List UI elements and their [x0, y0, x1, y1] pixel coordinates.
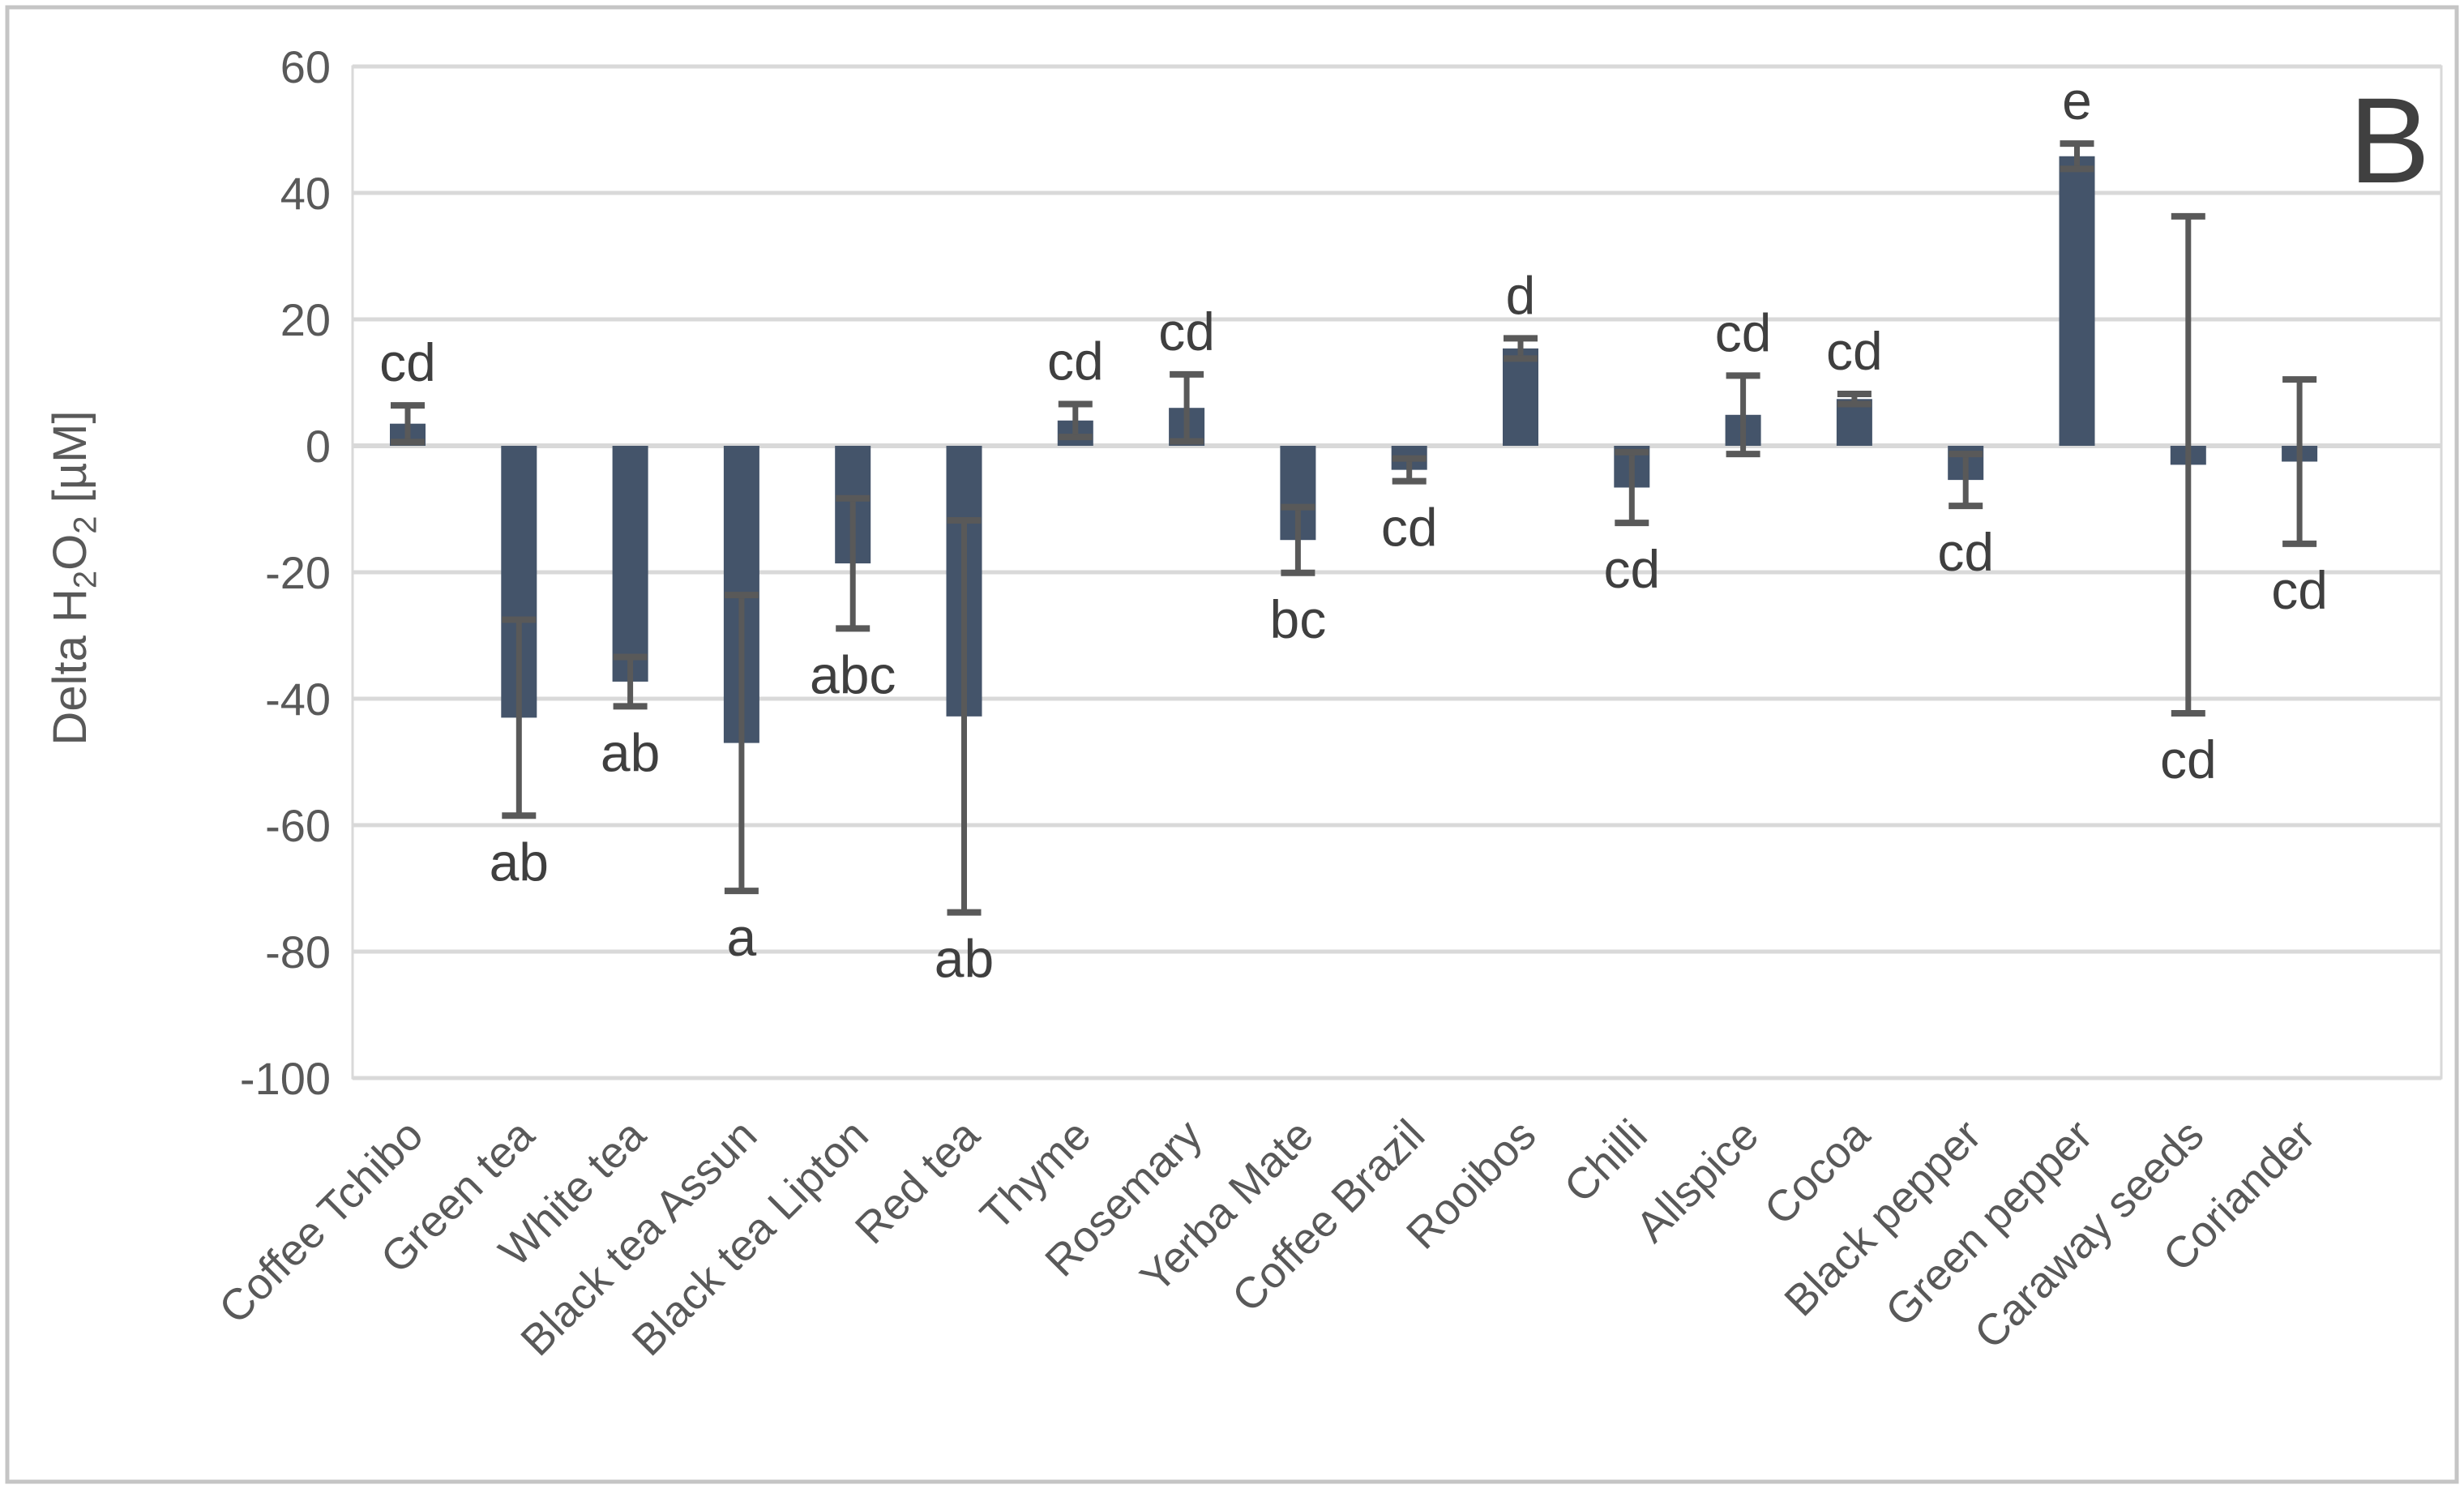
- y-axis-title-subscript: 2: [67, 516, 104, 534]
- significance-label: cd: [1603, 539, 1660, 599]
- significance-label: ab: [601, 722, 660, 782]
- figure-border: [5, 5, 2459, 1484]
- y-axis-title-text: [µM]: [44, 410, 96, 516]
- significance-label: ab: [490, 832, 549, 892]
- y-axis-title-text: O: [44, 533, 96, 571]
- significance-label: cd: [1158, 302, 1215, 362]
- y-tick-label: -100: [240, 1053, 331, 1104]
- significance-label: cd: [2160, 730, 2217, 789]
- significance-label: bc: [1270, 589, 1327, 649]
- significance-label: cd: [1937, 522, 1994, 582]
- significance-label: cd: [1047, 332, 1104, 392]
- significance-label: ab: [935, 929, 994, 989]
- significance-label: cd: [2271, 560, 2328, 620]
- y-tick-label: 60: [280, 41, 331, 92]
- y-tick-label: -80: [265, 926, 331, 978]
- panel-letter-b: B: [2349, 72, 2431, 208]
- x-category-label: Black pepper: [1775, 1110, 1990, 1325]
- significance-label: cd: [1381, 498, 1438, 558]
- x-category-label: Coffee Brazil: [1223, 1110, 1434, 1321]
- significance-label: cd: [1715, 302, 1772, 362]
- x-category-label: Chilli: [1555, 1110, 1657, 1212]
- y-axis-title: Delta H2O2 [µM]: [43, 294, 104, 862]
- y-tick-label: 0: [306, 421, 331, 472]
- y-tick-label: 20: [280, 294, 331, 345]
- y-tick-label: -60: [265, 800, 331, 851]
- y-axis-title-text: Delta H: [44, 588, 96, 746]
- plot-border: [351, 65, 2443, 1080]
- bar-rooibos: [1503, 348, 1538, 446]
- significance-label: e: [2062, 71, 2092, 131]
- bar-green-pepper: [2059, 156, 2095, 446]
- significance-label: a: [727, 907, 757, 967]
- x-category-label: Red tea: [846, 1110, 990, 1253]
- y-tick-label: -40: [265, 674, 331, 725]
- x-category-label: Allspice: [1627, 1110, 1768, 1252]
- significance-label: cd: [1826, 321, 1883, 381]
- y-axis-title-subscript: 2: [67, 570, 104, 589]
- significance-label: cd: [379, 332, 436, 392]
- y-tick-label: -20: [265, 547, 331, 598]
- significance-label: abc: [810, 644, 896, 704]
- y-tick-label: 40: [280, 168, 331, 219]
- bar-white-tea: [612, 446, 648, 682]
- significance-label: d: [1506, 265, 1536, 325]
